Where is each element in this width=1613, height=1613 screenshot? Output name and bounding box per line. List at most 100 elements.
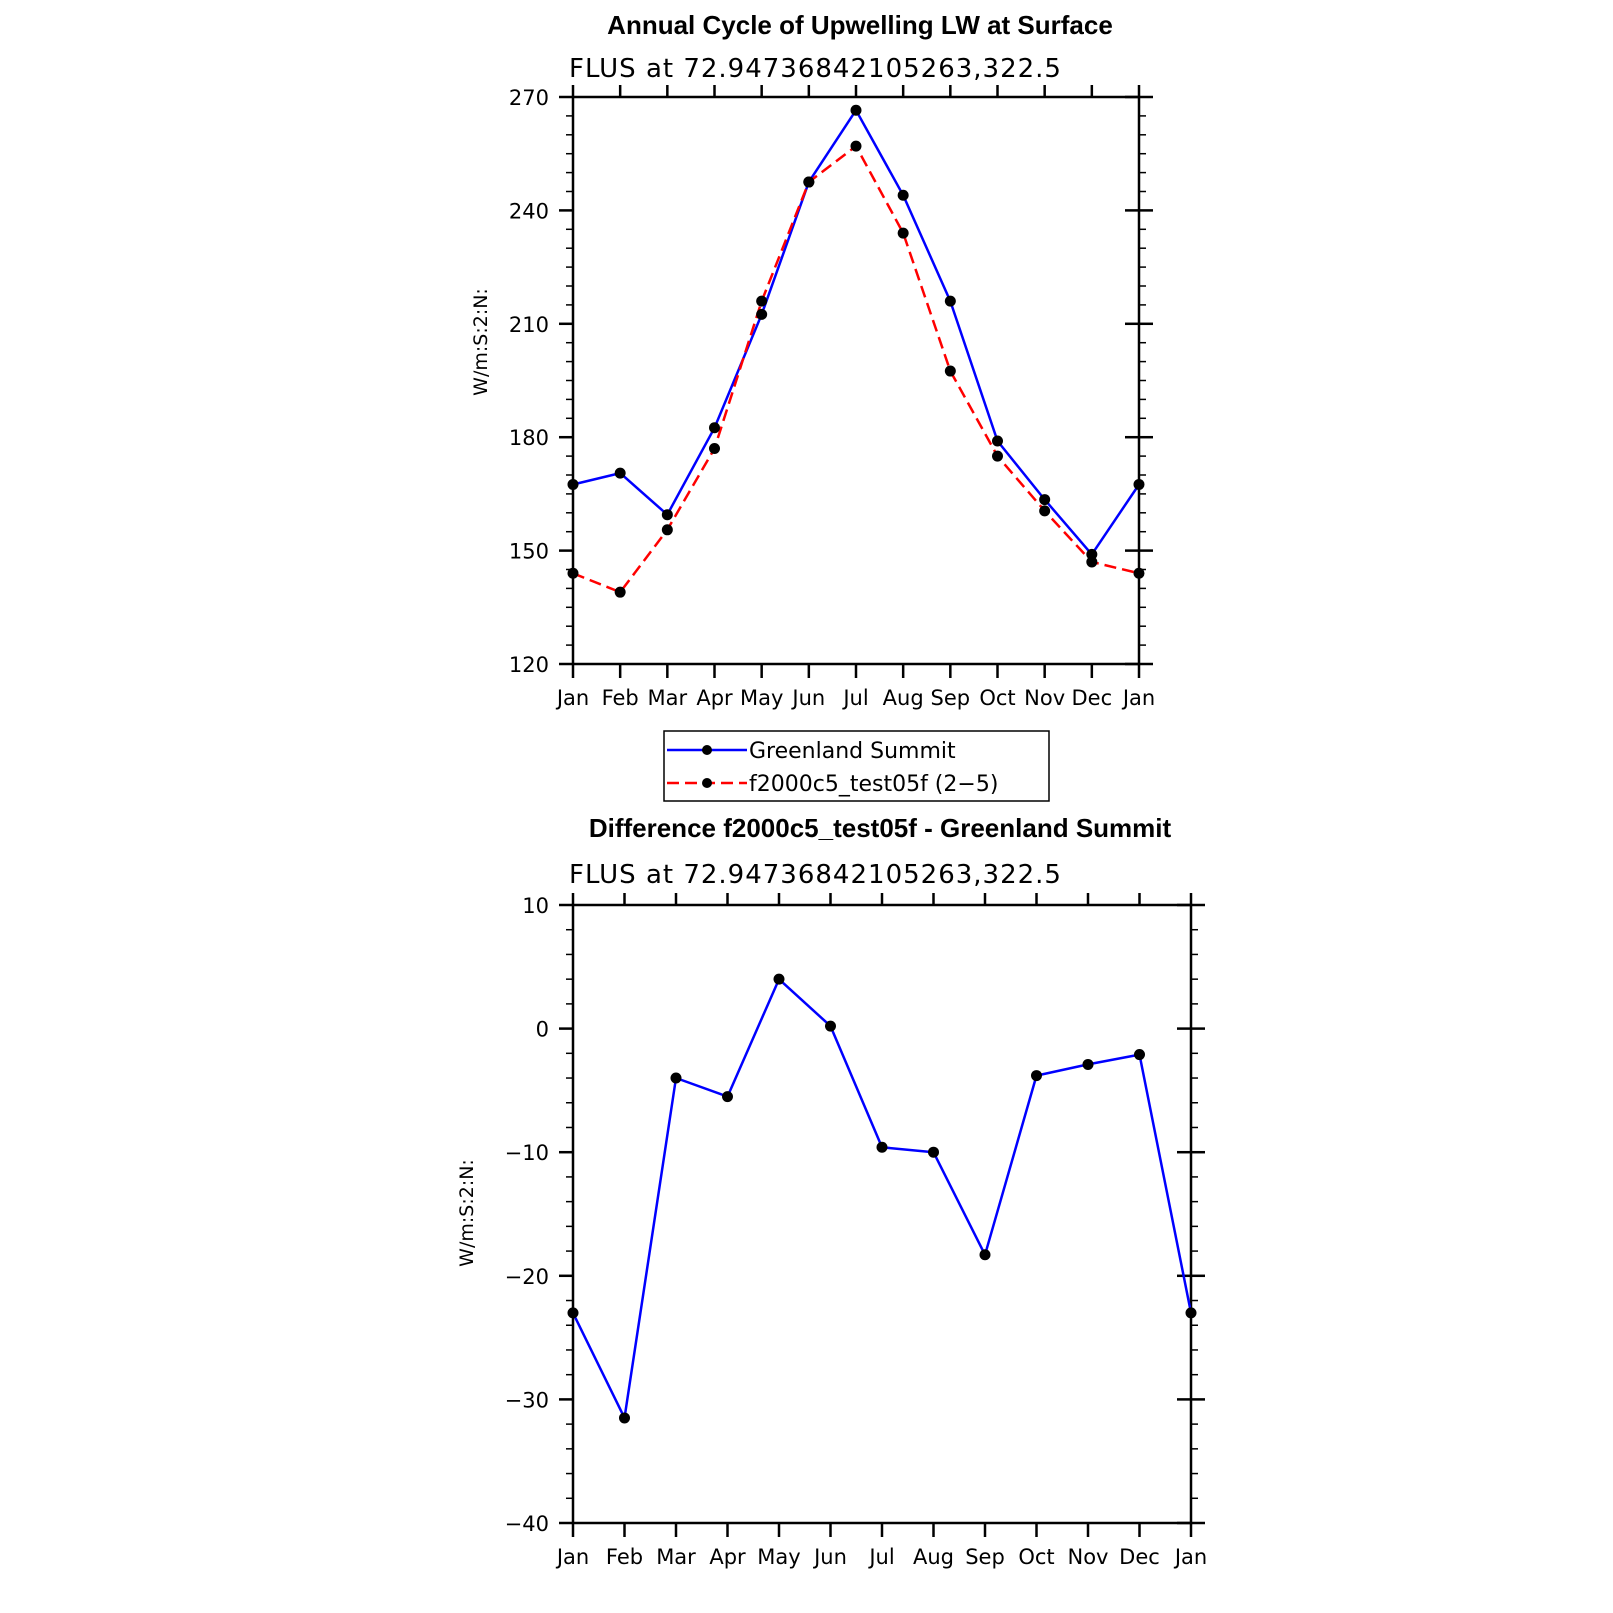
data-point-series-1 xyxy=(944,365,956,377)
data-point-series-0 xyxy=(773,973,785,985)
y-tick-label: 150 xyxy=(509,540,549,564)
difference-panel: Difference f2000c5_test05f - Greenland S… xyxy=(456,813,1207,1569)
y-tick-label: 10 xyxy=(522,894,549,918)
x-tick-label: Sep xyxy=(965,1545,1005,1569)
data-point-series-0 xyxy=(992,435,1003,447)
data-point-series-0 xyxy=(709,422,720,434)
legend-label-f2000c5: f2000c5_test05f (2−5) xyxy=(749,772,998,797)
series-line-1 xyxy=(572,144,1140,594)
x-tick-label: Feb xyxy=(606,1545,643,1569)
y-tick-label: 270 xyxy=(509,86,549,110)
legend-box xyxy=(663,730,1050,802)
x-tick-label: Dec xyxy=(1072,686,1113,710)
x-tick-label: Jan xyxy=(1121,686,1155,710)
x-tick-labels: Jan Feb Mar Apr May Jun Jul Aug Sep Oct Nov Dec Jan xyxy=(555,1545,1207,1569)
series-line-0 xyxy=(572,108,1141,556)
x-tick-labels: Jan Feb Mar Apr May Jun Jul Aug Sep Oct Nov Dec Jan xyxy=(555,686,1155,710)
x-tick-label: Apr xyxy=(696,686,733,710)
data-point-series-1 xyxy=(661,524,673,536)
data-point-series-0 xyxy=(897,189,909,201)
data-point-series-0 xyxy=(567,1307,579,1319)
x-tick-label: Aug xyxy=(913,1545,954,1569)
x-tick-label: Nov xyxy=(1068,1545,1109,1569)
data-point-series-0 xyxy=(876,1141,888,1153)
x-tick-label: Jun xyxy=(812,1545,847,1569)
data-point-series-0 xyxy=(1133,478,1145,490)
y-axis-label: W/m:S:2:N: xyxy=(456,1159,478,1267)
annual-cycle-panel: Annual Cycle of Upwelling LW at Surface … xyxy=(470,10,1155,710)
legend-label-greenland-summit: Greenland Summit xyxy=(749,739,956,764)
data-point-series-0 xyxy=(1086,548,1098,560)
data-point-series-0 xyxy=(722,1091,733,1103)
data-point-series-0 xyxy=(979,1249,991,1261)
plot-series xyxy=(567,973,1197,1424)
x-tick-label: Apr xyxy=(709,1545,746,1569)
x-tick-label: Jan xyxy=(1173,1545,1207,1569)
chart-title: Difference f2000c5_test05f - Greenland S… xyxy=(589,813,1172,843)
data-point-series-1 xyxy=(1133,567,1145,579)
x-tick-label: Sep xyxy=(931,686,971,710)
y-tick-label: 180 xyxy=(509,426,549,450)
data-point-series-1 xyxy=(1086,556,1098,568)
x-tick-label: Nov xyxy=(1024,686,1065,710)
chart-subtitle: FLUS at 72.94736842105263,322.5 xyxy=(569,860,1062,890)
x-tick-label: Dec xyxy=(1119,1545,1160,1569)
data-point-series-0 xyxy=(825,1020,836,1032)
x-tick-label: May xyxy=(740,686,783,710)
data-point-series-0 xyxy=(614,467,626,479)
data-point-series-0 xyxy=(1185,1307,1197,1319)
data-point-series-0 xyxy=(944,295,956,307)
y-tick-label: −20 xyxy=(505,1265,549,1289)
y-tick-label: −10 xyxy=(505,1141,549,1165)
data-point-series-1 xyxy=(992,450,1003,462)
data-point-series-1 xyxy=(756,295,768,307)
x-tick-label: Jun xyxy=(790,686,825,710)
data-point-series-0 xyxy=(567,478,579,490)
data-point-series-0 xyxy=(756,308,768,320)
legend: Greenland Summit f2000c5_test05f (2−5) xyxy=(663,730,1050,802)
x-tick-label: May xyxy=(757,1545,800,1569)
series-line-0 xyxy=(571,977,1193,1420)
chart-title: Annual Cycle of Upwelling LW at Surface xyxy=(607,10,1113,40)
x-tick-label: Mar xyxy=(656,1545,696,1569)
chart-subtitle: FLUS at 72.94736842105263,322.5 xyxy=(569,54,1062,84)
legend-marker-greenland-summit xyxy=(702,745,712,755)
x-tick-label: Oct xyxy=(979,686,1015,710)
y-tick-labels: −40 −30 −20 −10 0 10 xyxy=(505,894,549,1536)
x-tick-label: Feb xyxy=(602,686,639,710)
data-point-series-1 xyxy=(803,176,815,188)
data-point-series-1 xyxy=(850,140,862,152)
y-tick-label: 120 xyxy=(509,653,549,677)
x-tick-label: Aug xyxy=(883,686,924,710)
data-point-series-1 xyxy=(567,567,579,579)
y-axis-label: W/m:S:2:N: xyxy=(470,288,492,396)
plot-frame xyxy=(571,95,1141,666)
y-tick-label: −30 xyxy=(505,1388,549,1412)
data-point-series-1 xyxy=(1039,505,1051,517)
data-point-series-0 xyxy=(1031,1070,1042,1082)
x-tick-label: Jul xyxy=(841,686,868,710)
plot-series xyxy=(567,104,1145,598)
y-tick-labels: 120 150 180 210 240 270 xyxy=(509,86,549,677)
data-point-series-0 xyxy=(1082,1058,1094,1070)
data-point-series-1 xyxy=(709,443,720,455)
x-tick-label: Jul xyxy=(867,1545,894,1569)
legend-marker-f2000c5 xyxy=(702,778,712,788)
plot-frame xyxy=(571,903,1193,1525)
data-point-series-0 xyxy=(928,1146,939,1158)
x-tick-label: Jan xyxy=(555,1545,589,1569)
data-point-series-0 xyxy=(850,104,862,116)
axis-ticks xyxy=(559,85,1153,678)
x-tick-label: Oct xyxy=(1018,1545,1054,1569)
data-point-series-0 xyxy=(670,1072,682,1084)
x-tick-label: Mar xyxy=(648,686,688,710)
data-point-series-0 xyxy=(661,509,673,521)
x-tick-label: Jan xyxy=(555,686,589,710)
data-point-series-1 xyxy=(614,586,626,598)
y-tick-label: 0 xyxy=(536,1018,549,1042)
axis-ticks xyxy=(559,893,1205,1537)
y-tick-label: 210 xyxy=(509,313,549,337)
data-point-series-1 xyxy=(897,227,909,239)
data-point-series-0 xyxy=(619,1412,630,1424)
